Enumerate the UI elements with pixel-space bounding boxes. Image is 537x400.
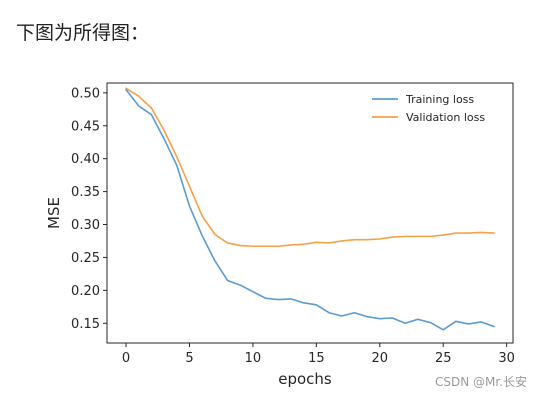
x-tick-label: 25 [435,351,452,366]
series-lines [125,87,495,331]
y-tick-label: 0.50 [71,86,100,101]
x-tick-label: 20 [372,351,389,366]
legend-label: Training loss [405,93,474,106]
y-tick-label: 0.25 [71,251,100,266]
y-tick-label: 0.20 [71,284,100,299]
x-ticks: 0 5 10 15 20 25 30 [122,343,515,366]
y-tick-label: 0.30 [71,218,100,233]
y-tick-label: 0.15 [71,317,100,332]
y-tick-label: 0.40 [71,152,100,167]
y-tick-label: 0.35 [71,185,100,200]
legend-label: Validation loss [406,111,485,124]
x-tick-label: 10 [245,351,262,366]
legend: Training loss Validation loss [372,93,485,124]
x-tick-label: 15 [308,351,325,366]
validation-loss-line [125,87,495,248]
y-ticks: 0.15 0.20 0.25 0.30 0.35 0.40 0.45 0.50 [71,86,107,332]
x-tick-label: 5 [185,351,193,366]
y-tick-label: 0.45 [71,119,100,134]
intro-text: 下图为所得图： [16,22,150,44]
x-axis-label: epochs [278,370,332,388]
plot-frame [106,82,514,344]
x-tick-label: 0 [122,351,130,366]
x-tick-label: 30 [498,351,515,366]
watermark: CSDN @Mr.长安 [434,375,527,389]
training-loss-line [125,88,495,331]
y-axis-label: MSE [45,197,63,229]
